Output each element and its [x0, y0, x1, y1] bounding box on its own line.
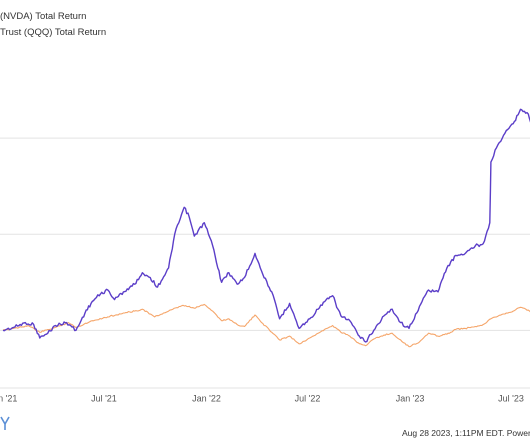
legend-item-nvda: (NVDA) Total Return	[0, 11, 87, 22]
ycharts-logo-icon	[0, 416, 10, 430]
series-line-0	[2, 108, 530, 343]
legend: (NVDA) Total Return Trust (QQQ) Total Re…	[0, 9, 300, 41]
series-lines	[2, 108, 530, 348]
legend-item-qqq: Trust (QQQ) Total Return	[0, 27, 107, 38]
x-tick-label-0: Jan '21	[0, 393, 17, 403]
gridlines	[0, 137, 530, 389]
series-line-1	[2, 303, 530, 348]
x-tick-label-5: Jul '23	[498, 393, 524, 403]
x-axis-ticks: Jan '21 Jul '21 Jan '22 Jul '22 Jan '23 Jul '…	[0, 393, 524, 403]
x-tick-label-1: Jul '21	[91, 393, 117, 403]
x-tick-label-4: Jan '23	[396, 393, 425, 403]
footer-timestamp: Aug 28 2023, 1:11PM EDT. Powered	[402, 428, 530, 438]
x-tick-label-2: Jan '22	[192, 393, 221, 403]
x-tick-label-3: Jul '22	[295, 393, 321, 403]
